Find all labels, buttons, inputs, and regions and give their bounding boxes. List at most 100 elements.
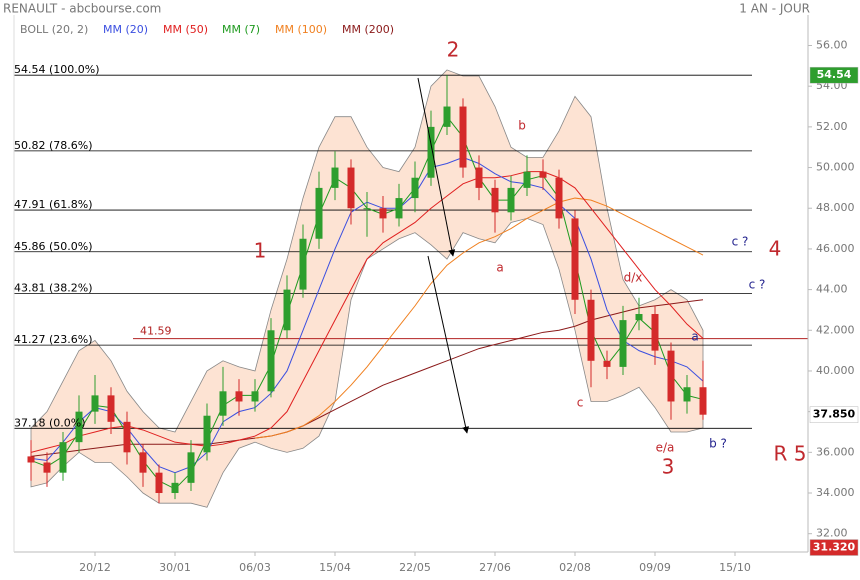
y-tick-label: 52.00 [816, 120, 848, 133]
candle-body [619, 320, 627, 367]
moving-average [254, 197, 704, 439]
candle-body [219, 391, 227, 416]
candle-body [235, 391, 243, 402]
legend-entry: MM (50) [163, 23, 208, 36]
annotation: d/x [624, 271, 643, 285]
candle-body [59, 442, 67, 473]
legend-entry: MM (100) [275, 23, 327, 36]
price-badge-label: 37.850 [813, 408, 856, 421]
moving-average [30, 171, 704, 453]
annotation: 2 [447, 38, 460, 62]
candle-body [683, 387, 691, 402]
annotation: c ? [749, 278, 766, 292]
candle-body [187, 452, 195, 483]
candle-body [27, 456, 35, 463]
y-tick-label: 32.00 [816, 527, 848, 540]
annotation: b [518, 119, 526, 133]
price-badge-label: 54.54 [817, 68, 852, 81]
candle-body [123, 421, 131, 453]
price-badge [809, 406, 859, 423]
legend-entry: BOLL (20, 2) [20, 23, 88, 36]
y-tick-label: 48.000 [816, 201, 855, 214]
bollinger-band [30, 69, 704, 508]
x-tick-label: 22/05 [399, 561, 431, 574]
fib-label: 41.27 (23.6%) [14, 333, 93, 346]
annotation: b ? [709, 437, 727, 451]
candle-body [443, 106, 451, 127]
candle-body [555, 177, 563, 219]
candle-body [379, 208, 387, 219]
x-tick-label: 20/12 [79, 561, 111, 574]
x-tick-label: 15/04 [319, 561, 351, 574]
legend-entry: MM (20) [103, 23, 148, 36]
candle-body [331, 167, 339, 188]
candle-body [459, 106, 467, 168]
period: 1 AN - JOUR [739, 2, 810, 16]
y-tick-label: 46.000 [816, 242, 855, 255]
candle-body [75, 411, 83, 443]
candle-body [251, 391, 259, 402]
x-tick-label: 15/10 [719, 561, 751, 574]
annotation: c [577, 396, 584, 410]
candle-body [347, 167, 355, 209]
candle-body [507, 187, 515, 213]
y-tick-label: 42.000 [816, 323, 855, 336]
y-tick-label: 44.00 [816, 283, 848, 296]
candle-body [635, 314, 643, 321]
price-line-label: 41.59 [140, 325, 172, 338]
annotation: 1 [254, 239, 267, 263]
arrow [417, 77, 456, 257]
fib-label: 54.54 (100.0%) [14, 63, 100, 76]
candle-body [107, 395, 115, 422]
candle-body [491, 187, 499, 213]
candle-body [411, 177, 419, 199]
y-tick-label: 50.000 [816, 161, 855, 174]
annotation: c ? [732, 235, 749, 249]
annotation: R 5 [774, 442, 807, 466]
price-badge [809, 66, 859, 84]
legend-entry: MM (200) [342, 23, 394, 36]
annotation: 4 [769, 237, 782, 261]
candle-body [427, 126, 435, 178]
fib-label: 43.81 (38.2%) [14, 281, 93, 294]
price-badge [809, 539, 859, 556]
x-tick-label: 09/09 [639, 561, 671, 574]
candle-body [651, 314, 659, 351]
fib-label: 45.86 (50.0%) [14, 240, 93, 253]
annotation: a [496, 261, 503, 275]
candle-body [475, 167, 483, 188]
candle-body [315, 187, 323, 239]
candle-body [587, 299, 595, 361]
y-tick-label: 56.00 [816, 39, 848, 52]
annotation: a [691, 330, 698, 344]
candle-body [699, 387, 707, 415]
candle-body [571, 218, 579, 300]
x-tick-label: 27/06 [479, 561, 511, 574]
y-tick-label: 40.000 [816, 364, 855, 377]
candle-body [203, 415, 211, 453]
x-tick-label: 02/08 [559, 561, 591, 574]
candle-body [363, 208, 371, 210]
candle-body [299, 238, 307, 290]
y-tick-label: 36.000 [816, 445, 855, 458]
candle-body [603, 360, 611, 367]
annotation: e/a [656, 441, 675, 455]
candle-body [43, 462, 51, 473]
candle-body [523, 171, 531, 188]
chart-title: RENAULT - abcbourse.com [3, 2, 161, 16]
candle-body [667, 350, 675, 402]
candle-body [171, 482, 179, 494]
candle-body [539, 171, 547, 178]
fib-label: 47.91 (61.8%) [14, 198, 93, 211]
candle-body [395, 198, 403, 219]
candle-body [155, 472, 163, 494]
arrow [427, 255, 470, 434]
candle-body [267, 330, 275, 392]
price-badge-label: 31.320 [813, 541, 856, 554]
x-tick-label: 06/03 [239, 561, 271, 574]
fib-label: 37.18 (0.0%) [14, 416, 86, 429]
y-tick-label: 34.000 [816, 486, 855, 499]
candle-body [91, 395, 99, 412]
